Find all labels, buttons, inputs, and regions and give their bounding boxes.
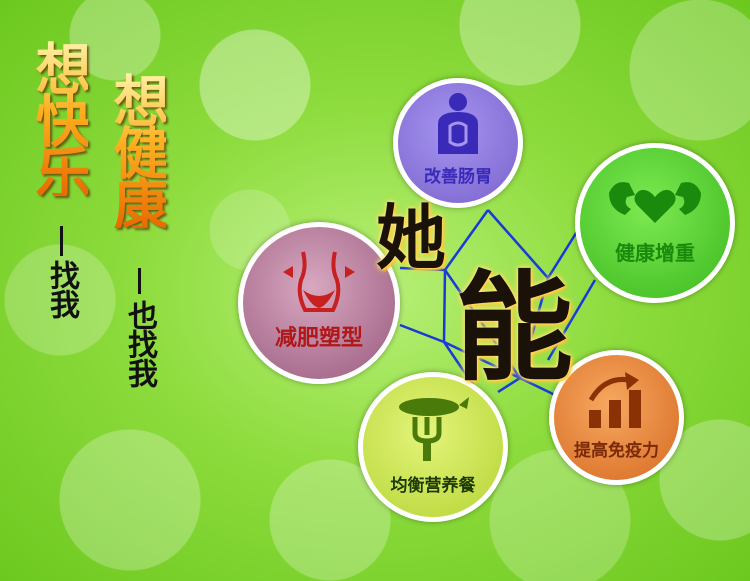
slogan-want-happy: 想快乐 bbox=[26, 40, 91, 196]
slogan-dash-2 bbox=[138, 268, 141, 294]
circle-boost-immunity[interactable]: 提高免疫力 bbox=[549, 350, 684, 485]
circle-balanced-meal[interactable]: 均衡营养餐 bbox=[358, 372, 508, 522]
slogan-dash-1 bbox=[60, 226, 63, 256]
circle-label-healthy-weight-gain: 健康增重 bbox=[615, 240, 695, 265]
stomach-icon bbox=[430, 92, 486, 160]
circle-improve-digestion[interactable]: 改善肠胃 bbox=[393, 78, 523, 208]
hero-char-she: 她 bbox=[376, 196, 446, 279]
slogan-find-me: 找我 bbox=[44, 260, 79, 318]
circle-label-improve-digestion: 改善肠胃 bbox=[424, 166, 492, 187]
slogan-want-healthy: 想健康 bbox=[104, 72, 169, 228]
fork-food-icon bbox=[393, 393, 473, 467]
circle-healthy-weight-gain[interactable]: 健康增重 bbox=[575, 143, 735, 303]
slogan-also-find-me: 也找我 bbox=[122, 300, 157, 387]
circle-label-slimming-shaping: 减肥塑型 bbox=[274, 326, 363, 351]
waist-icon bbox=[281, 250, 357, 316]
circle-slimming-shaping[interactable]: 减肥塑型 bbox=[238, 222, 400, 384]
hero-char-can: 能 bbox=[455, 258, 574, 397]
heart-muscle-icon bbox=[605, 175, 705, 231]
circle-label-boost-immunity: 提高免疫力 bbox=[574, 441, 659, 461]
rising-bars-icon bbox=[585, 370, 649, 432]
circle-label-balanced-meal: 均衡营养餐 bbox=[390, 475, 476, 496]
